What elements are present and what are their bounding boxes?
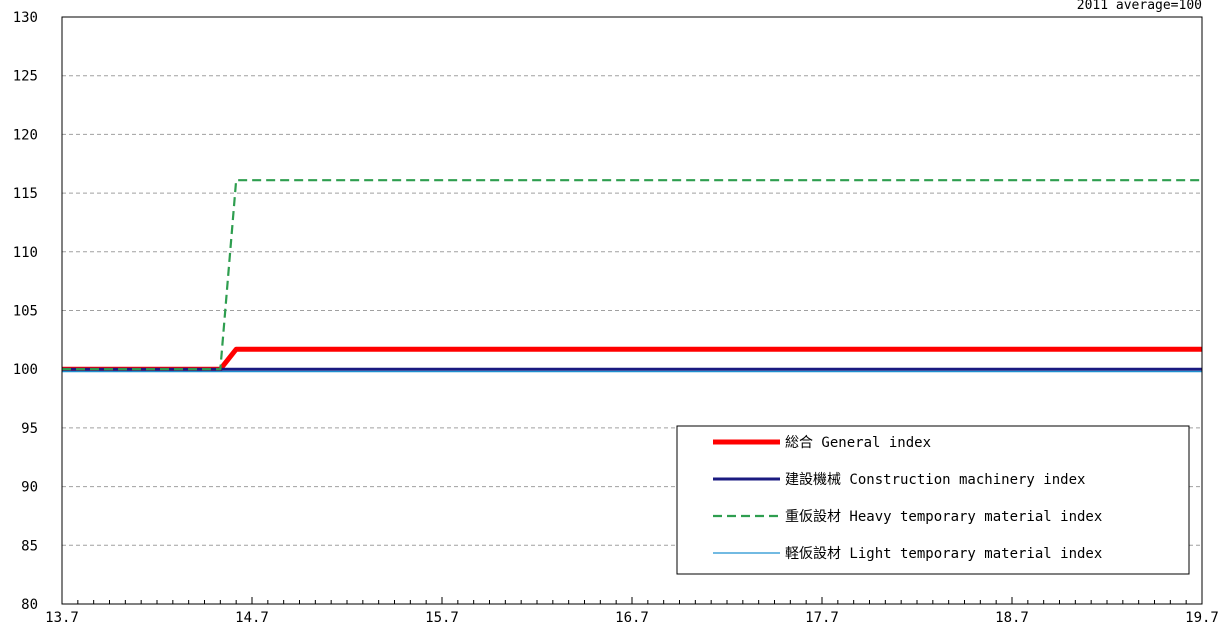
x-tick-label: 19.7	[1185, 610, 1219, 626]
y-tick-label: 95	[21, 421, 38, 437]
x-tick-label: 18.7	[995, 610, 1029, 626]
series-line	[62, 346, 1202, 372]
y-tick-label: 130	[13, 10, 38, 26]
y-tick-label: 105	[13, 304, 38, 320]
y-tick-label: 125	[13, 69, 38, 85]
y-tick-label: 100	[13, 362, 38, 378]
x-tick-label: 15.7	[425, 610, 459, 626]
y-tick-label: 110	[13, 245, 38, 261]
y-tick-label: 90	[21, 480, 38, 496]
legend-label: 重仮設材 Heavy temporary material index	[785, 509, 1102, 525]
legend-label: 軽仮設材 Light temporary material index	[785, 546, 1102, 562]
base-note: 2011 average=100	[1077, 0, 1202, 13]
series-line	[62, 179, 1202, 371]
legend-label: 総合 General index	[785, 435, 931, 451]
y-tick-label: 85	[21, 538, 38, 554]
y-tick-label: 120	[13, 127, 38, 143]
x-tick-label: 14.7	[235, 610, 269, 626]
series-lines	[62, 179, 1202, 373]
y-tick-label: 115	[13, 186, 38, 202]
x-axis: 13.7 14.7 15.7 16.7 17.7 18.7 19.7	[45, 597, 1219, 626]
x-tick-label: 13.7	[45, 610, 79, 626]
y-axis: 80 85 90 95 100 105 110 115 120 125 130	[13, 10, 38, 613]
legend-label: 建設機械 Construction machinery index	[785, 472, 1085, 488]
x-tick-label: 16.7	[615, 610, 649, 626]
x-tick-label: 17.7	[805, 610, 839, 626]
y-tick-label: 80	[21, 597, 38, 613]
legend-box	[676, 425, 1190, 575]
legend: 総合 General index 建設機械 Construction machin…	[676, 425, 1190, 575]
